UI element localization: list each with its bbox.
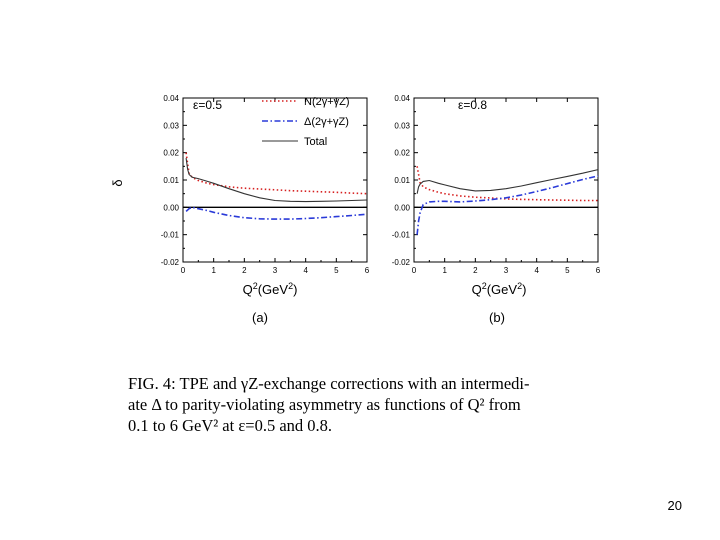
series-line-delta: [416, 175, 599, 235]
x-tick-label: 4: [534, 266, 539, 275]
x-tick-label: 1: [211, 266, 216, 275]
series-line-total: [416, 169, 599, 194]
y-tick-label: -0.01: [161, 231, 180, 240]
y-tick-label: 0.04: [163, 94, 179, 103]
y-tick-label: 0.00: [163, 203, 179, 212]
panel-label: (a): [252, 310, 268, 325]
plot-frame: [413, 97, 599, 263]
x-tick-label: 5: [334, 266, 339, 275]
x-axis-label: Q2(GeV2): [243, 281, 298, 297]
panel-label: (b): [489, 310, 505, 325]
caption-line-2: ate Δ to parity-violating asymmetry as f…: [128, 395, 521, 414]
page-number: 20: [667, 498, 682, 513]
legend-entry: Δ(2γ+γZ): [304, 116, 349, 128]
x-tick-label: 4: [303, 266, 308, 275]
series-line-n: [185, 152, 368, 195]
x-tick-label: 0: [412, 266, 417, 275]
legend-entry: Total: [304, 136, 327, 148]
x-tick-label: 1: [442, 266, 447, 275]
series-line-total: [185, 158, 368, 203]
y-tick-label: -0.01: [392, 231, 411, 240]
epsilon-annotation: ε=0.8: [458, 98, 487, 112]
caption-line-1: FIG. 4: TPE and γZ-exchange corrections …: [128, 374, 530, 393]
chart-panel-b: -0.02 -0.01 0.00 0.01 0.02 0.03 0.04 0 1 2 3 4 5 6 Q2(…: [392, 94, 601, 325]
series-line-n: [416, 166, 598, 202]
x-axis-label: Q2(GeV2): [472, 281, 527, 297]
chart-panel-a: -0.02 -0.01 0.00 0.01 0.02 0.03 0.04 0 1 2 3 4 5 6 Q2(…: [110, 94, 370, 325]
epsilon-annotation: ε=0.5: [193, 98, 222, 112]
x-tick-label: 5: [565, 266, 570, 275]
y-tick-label: 0.01: [394, 176, 410, 185]
series-line-delta: [185, 206, 368, 220]
x-tick-label: 2: [242, 266, 247, 275]
x-tick-label: 2: [473, 266, 478, 275]
y-tick-label: 0.04: [394, 94, 410, 103]
figure-caption: FIG. 4: TPE and γZ-exchange corrections …: [128, 373, 628, 436]
x-tick-label: 6: [596, 266, 601, 275]
x-tick-label: 0: [181, 266, 186, 275]
y-tick-label: 0.01: [163, 176, 179, 185]
x-tick-label: 6: [365, 266, 370, 275]
x-tick-label: 3: [504, 266, 509, 275]
y-tick-label: 0.03: [394, 121, 410, 130]
x-tick-label: 3: [273, 266, 278, 275]
y-tick-label: 0.02: [163, 149, 179, 158]
y-tick-label: 0.02: [394, 149, 410, 158]
y-tick-label: 0.00: [394, 203, 410, 212]
y-axis-label: δ: [110, 179, 125, 186]
y-tick-label: -0.02: [161, 258, 180, 267]
y-tick-label: -0.02: [392, 258, 411, 267]
legend-entry: N(2γ+γZ): [304, 96, 350, 108]
y-tick-label: 0.03: [163, 121, 179, 130]
caption-line-3: 0.1 to 6 GeV² at ε=0.5 and 0.8.: [128, 416, 333, 435]
